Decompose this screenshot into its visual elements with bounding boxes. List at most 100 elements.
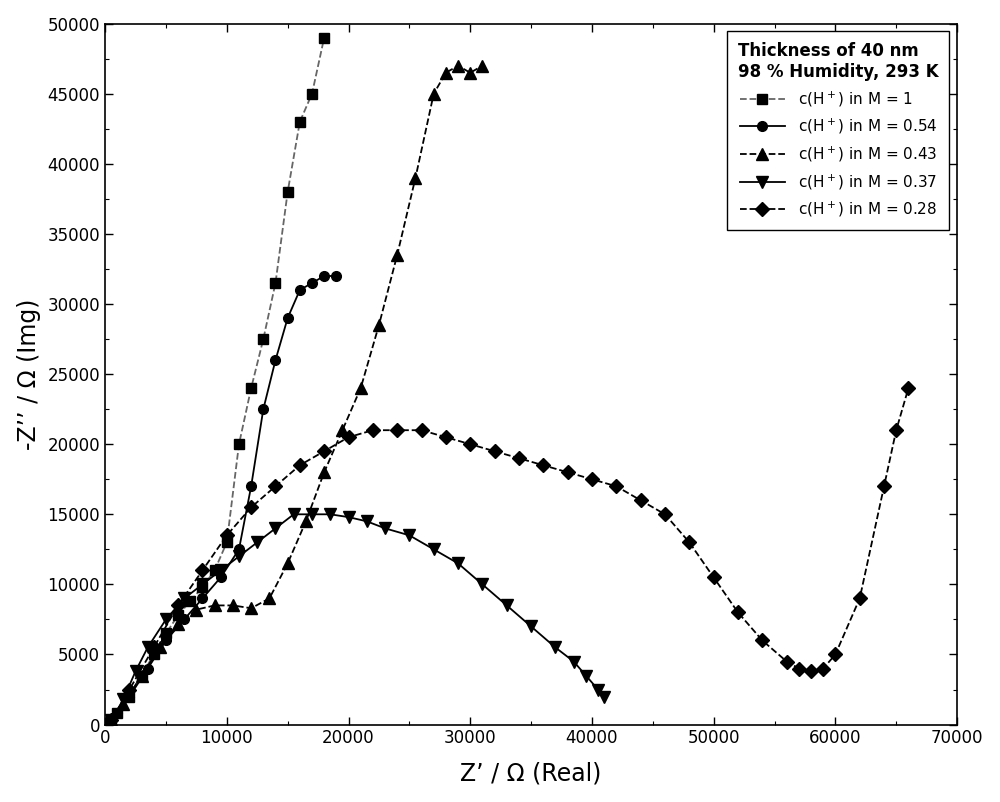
c(H+) in M = 0.54 bbox=[318, 271, 330, 281]
c(H+) in M = 0.28 bbox=[756, 636, 768, 646]
c(H+) in M = 0.37 bbox=[501, 601, 513, 610]
c(H+) in M = 0.37 bbox=[196, 580, 208, 589]
c(H+) in M = 0.43 bbox=[318, 468, 330, 477]
c(H+) in M = 0.37 bbox=[233, 552, 245, 561]
c(H+) in M = 0.37 bbox=[117, 695, 129, 704]
c(H+) in M = 0.37 bbox=[379, 524, 391, 533]
c(H+) in M = 0.43 bbox=[136, 670, 148, 680]
c(H+) in M = 0.54 bbox=[306, 278, 318, 288]
c(H+) in M = 0.37 bbox=[288, 509, 300, 519]
c(H+) in M = 0.28 bbox=[391, 425, 403, 435]
Line: c(H+) in M = 0.37: c(H+) in M = 0.37 bbox=[106, 508, 610, 726]
c(H+) in M = 0.37 bbox=[251, 537, 263, 547]
c(H+) in M = 0.28 bbox=[318, 447, 330, 456]
c(H+) in M = 0.54 bbox=[245, 481, 257, 491]
c(H+) in M = 0.43 bbox=[373, 320, 385, 330]
c(H+) in M = 0.37 bbox=[549, 642, 561, 652]
c(H+) in M = 1 bbox=[196, 582, 208, 592]
c(H+) in M = 0.43 bbox=[440, 68, 452, 78]
c(H+) in M = 0.37 bbox=[598, 692, 610, 702]
c(H+) in M = 0.37 bbox=[592, 685, 604, 695]
c(H+) in M = 0.28 bbox=[343, 432, 355, 442]
Line: c(H+) in M = 1: c(H+) in M = 1 bbox=[106, 33, 329, 725]
c(H+) in M = 1 bbox=[184, 597, 196, 606]
c(H+) in M = 0.28 bbox=[793, 664, 805, 674]
c(H+) in M = 0.37 bbox=[476, 580, 488, 589]
c(H+) in M = 0.37 bbox=[428, 545, 440, 554]
c(H+) in M = 0.43 bbox=[355, 383, 367, 393]
c(H+) in M = 0.28 bbox=[781, 657, 793, 666]
c(H+) in M = 0.28 bbox=[586, 475, 598, 484]
c(H+) in M = 0.37 bbox=[160, 614, 172, 624]
c(H+) in M = 1 bbox=[105, 715, 117, 725]
c(H+) in M = 0.28 bbox=[708, 573, 720, 582]
c(H+) in M = 0.28 bbox=[829, 650, 841, 659]
c(H+) in M = 0.28 bbox=[196, 565, 208, 575]
c(H+) in M = 0.37 bbox=[178, 593, 190, 603]
c(H+) in M = 0.43 bbox=[282, 558, 294, 568]
c(H+) in M = 0.28 bbox=[805, 666, 817, 676]
c(H+) in M = 0.37 bbox=[324, 509, 336, 519]
c(H+) in M = 0.28 bbox=[683, 537, 695, 547]
Line: c(H+) in M = 0.54: c(H+) in M = 0.54 bbox=[106, 271, 341, 725]
c(H+) in M = 0.37 bbox=[269, 524, 281, 533]
c(H+) in M = 0.28 bbox=[440, 432, 452, 442]
c(H+) in M = 0.54 bbox=[105, 715, 117, 725]
c(H+) in M = 0.54 bbox=[196, 593, 208, 603]
Line: c(H+) in M = 0.43: c(H+) in M = 0.43 bbox=[106, 60, 488, 726]
c(H+) in M = 1 bbox=[294, 117, 306, 127]
c(H+) in M = 0.54 bbox=[257, 404, 269, 414]
c(H+) in M = 0.54 bbox=[215, 573, 227, 582]
c(H+) in M = 0.43 bbox=[245, 603, 257, 613]
c(H+) in M = 0.28 bbox=[269, 481, 281, 491]
c(H+) in M = 0.54 bbox=[294, 286, 306, 295]
c(H+) in M = 0.28 bbox=[878, 481, 890, 491]
c(H+) in M = 0.37 bbox=[343, 512, 355, 522]
c(H+) in M = 0.37 bbox=[568, 657, 580, 666]
c(H+) in M = 1 bbox=[282, 187, 294, 196]
c(H+) in M = 0.37 bbox=[580, 670, 592, 680]
c(H+) in M = 0.43 bbox=[391, 250, 403, 260]
c(H+) in M = 0.43 bbox=[105, 715, 117, 725]
c(H+) in M = 0.43 bbox=[227, 601, 239, 610]
c(H+) in M = 0.28 bbox=[659, 509, 671, 519]
c(H+) in M = 0.28 bbox=[464, 439, 476, 449]
c(H+) in M = 1 bbox=[209, 565, 221, 575]
c(H+) in M = 0.37 bbox=[105, 715, 117, 725]
c(H+) in M = 0.54 bbox=[269, 355, 281, 365]
Legend: c(H$^+$) in M = 1, c(H$^+$) in M = 0.54, c(H$^+$) in M = 0.43, c(H$^+$) in M = 0: c(H$^+$) in M = 1, c(H$^+$) in M = 0.54,… bbox=[727, 31, 949, 230]
c(H+) in M = 0.28 bbox=[610, 481, 622, 491]
c(H+) in M = 0.43 bbox=[476, 61, 488, 71]
c(H+) in M = 0.43 bbox=[464, 68, 476, 78]
c(H+) in M = 0.54 bbox=[282, 314, 294, 323]
c(H+) in M = 0.54 bbox=[123, 692, 135, 702]
c(H+) in M = 0.28 bbox=[732, 608, 744, 618]
X-axis label: Z’ / Ω (Real): Z’ / Ω (Real) bbox=[460, 761, 602, 785]
c(H+) in M = 0.28 bbox=[537, 460, 549, 470]
c(H+) in M = 0.37 bbox=[215, 565, 227, 575]
c(H+) in M = 0.37 bbox=[361, 516, 373, 526]
c(H+) in M = 0.28 bbox=[854, 593, 866, 603]
c(H+) in M = 0.37 bbox=[130, 666, 142, 676]
c(H+) in M = 1 bbox=[233, 439, 245, 449]
c(H+) in M = 0.28 bbox=[148, 642, 160, 652]
c(H+) in M = 0.37 bbox=[306, 509, 318, 519]
c(H+) in M = 0.54 bbox=[142, 664, 154, 674]
c(H+) in M = 0.37 bbox=[142, 642, 154, 652]
c(H+) in M = 1 bbox=[148, 650, 160, 659]
c(H+) in M = 0.28 bbox=[513, 453, 525, 463]
c(H+) in M = 0.28 bbox=[294, 460, 306, 470]
c(H+) in M = 1 bbox=[221, 537, 233, 547]
c(H+) in M = 1 bbox=[318, 33, 330, 43]
c(H+) in M = 0.28 bbox=[172, 601, 184, 610]
c(H+) in M = 1 bbox=[136, 670, 148, 680]
c(H+) in M = 0.43 bbox=[190, 605, 202, 614]
c(H+) in M = 0.37 bbox=[525, 622, 537, 631]
c(H+) in M = 0.28 bbox=[890, 425, 902, 435]
c(H+) in M = 1 bbox=[123, 692, 135, 702]
c(H+) in M = 0.28 bbox=[367, 425, 379, 435]
c(H+) in M = 0.28 bbox=[562, 468, 574, 477]
c(H+) in M = 0.43 bbox=[154, 642, 166, 652]
c(H+) in M = 0.43 bbox=[452, 61, 464, 71]
c(H+) in M = 1 bbox=[269, 278, 281, 288]
